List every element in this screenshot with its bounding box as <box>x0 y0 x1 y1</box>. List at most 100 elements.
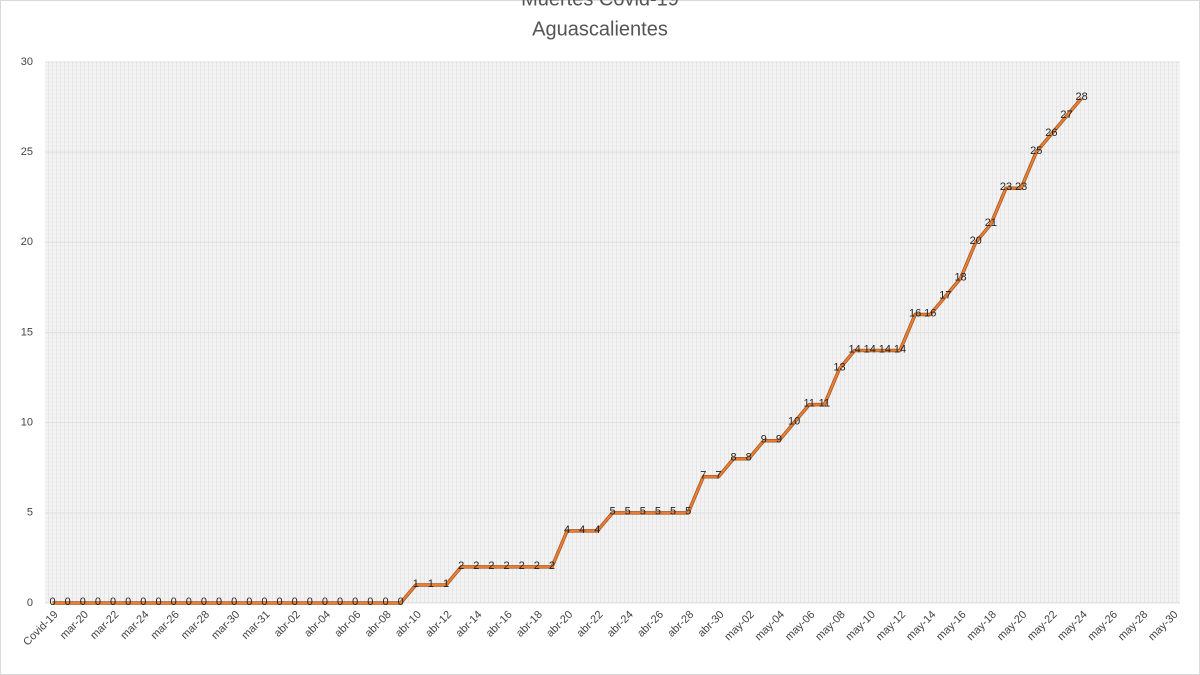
data-label: 14 <box>894 343 906 355</box>
data-label: 0 <box>65 596 71 608</box>
x-tick-label: abr-02 <box>272 609 303 640</box>
data-label: 0 <box>186 596 192 608</box>
data-label: 18 <box>954 271 966 283</box>
data-label: 5 <box>640 506 646 518</box>
data-label: 8 <box>731 452 737 464</box>
data-label: 7 <box>715 470 721 482</box>
x-tick-label: abr-16 <box>484 609 515 640</box>
data-label: 2 <box>534 560 540 572</box>
y-tick-label: 30 <box>21 56 33 68</box>
data-label: 1 <box>443 578 449 590</box>
data-label: 1 <box>428 578 434 590</box>
data-label: 16 <box>909 307 921 319</box>
x-tick-label: may-16 <box>934 609 968 643</box>
data-label: 0 <box>231 596 237 608</box>
data-label: 26 <box>1045 127 1057 139</box>
data-label: 5 <box>625 506 631 518</box>
x-tick-label: mar-26 <box>149 609 182 642</box>
data-label: 27 <box>1060 109 1072 121</box>
data-label: 4 <box>564 524 570 536</box>
y-tick-label: 10 <box>21 417 33 429</box>
data-label: 0 <box>352 596 358 608</box>
data-label: 16 <box>924 307 936 319</box>
data-label: 0 <box>95 596 101 608</box>
y-tick-label: 25 <box>21 146 33 158</box>
y-tick-label: 15 <box>21 326 33 338</box>
y-tick-label: 5 <box>27 507 33 519</box>
data-label: 0 <box>307 596 313 608</box>
chart-title: Muertes Covid-19 <box>521 0 679 10</box>
data-label: 0 <box>367 596 373 608</box>
data-label: 5 <box>609 506 615 518</box>
x-tick-label: may-08 <box>813 609 847 643</box>
data-label: 0 <box>110 596 116 608</box>
x-tick-label: may-14 <box>904 609 938 643</box>
data-label: 0 <box>382 596 388 608</box>
x-tick-label: may-06 <box>783 609 817 643</box>
data-label: 0 <box>246 596 252 608</box>
y-tick-label: 20 <box>21 236 33 248</box>
x-tick-label: mar-20 <box>58 609 91 642</box>
data-label: 0 <box>140 596 146 608</box>
data-label: 14 <box>879 343 891 355</box>
data-label: 0 <box>155 596 161 608</box>
x-tick-label: may-26 <box>1086 609 1120 643</box>
x-tick-label: may-30 <box>1146 609 1180 643</box>
data-label: 13 <box>833 361 845 373</box>
data-label: 2 <box>458 560 464 572</box>
x-tick-label: may-20 <box>995 609 1029 643</box>
data-label: 25 <box>1030 145 1042 157</box>
data-label: 10 <box>788 416 800 428</box>
data-label: 0 <box>125 596 131 608</box>
y-tick-label: 0 <box>27 597 33 609</box>
data-label: 17 <box>939 289 951 301</box>
data-label: 0 <box>292 596 298 608</box>
data-label: 0 <box>398 596 404 608</box>
data-label: 0 <box>322 596 328 608</box>
data-label: 23 <box>1015 181 1027 193</box>
data-label: 2 <box>504 560 510 572</box>
data-label: 0 <box>337 596 343 608</box>
x-tick-label: abr-12 <box>423 609 454 640</box>
data-label: 2 <box>519 560 525 572</box>
data-label: 0 <box>261 596 267 608</box>
data-label: 4 <box>594 524 600 536</box>
data-label: 0 <box>201 596 207 608</box>
x-tick-label: may-12 <box>874 609 908 643</box>
x-tick-label: mar-22 <box>88 609 121 642</box>
x-tick-label: abr-08 <box>363 609 394 640</box>
x-tick-label: may-04 <box>753 609 787 643</box>
data-label: 1 <box>413 578 419 590</box>
x-tick-label: abr-10 <box>393 609 424 640</box>
data-label: 2 <box>473 560 479 572</box>
data-label: 14 <box>849 343 861 355</box>
data-label: 7 <box>700 470 706 482</box>
x-tick-label: abr-20 <box>544 609 575 640</box>
data-label: 0 <box>50 596 56 608</box>
x-tick-label: may-18 <box>965 609 999 643</box>
data-label: 4 <box>579 524 585 536</box>
data-label: 5 <box>685 506 691 518</box>
x-tick-label: abr-26 <box>635 609 666 640</box>
data-label: 11 <box>804 398 815 410</box>
x-tick-label: abr-18 <box>514 609 545 640</box>
data-label: 0 <box>216 596 222 608</box>
data-label: 11 <box>819 398 830 410</box>
data-label: 2 <box>488 560 494 572</box>
data-label: 0 <box>171 596 177 608</box>
x-tick-label: abr-04 <box>302 609 333 640</box>
data-label: 5 <box>670 506 676 518</box>
data-label: 20 <box>970 235 982 247</box>
data-line <box>52 97 1083 604</box>
data-label: 2 <box>549 560 555 572</box>
x-tick-label: Covid-19 <box>21 609 61 649</box>
data-label: 9 <box>761 434 767 446</box>
x-tick-label: abr-28 <box>665 609 696 640</box>
x-tick-label: may-24 <box>1055 609 1089 643</box>
data-label: 28 <box>1076 91 1088 103</box>
x-tick-label: may-22 <box>1025 609 1059 643</box>
x-tick-label: mar-28 <box>179 609 212 642</box>
x-tick-label: mar-24 <box>118 609 151 642</box>
x-tick-label: may-02 <box>722 609 756 643</box>
